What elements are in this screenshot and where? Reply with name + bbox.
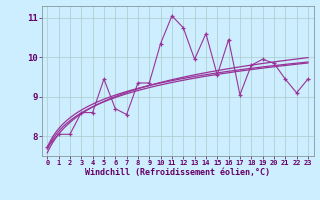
X-axis label: Windchill (Refroidissement éolien,°C): Windchill (Refroidissement éolien,°C): [85, 168, 270, 177]
